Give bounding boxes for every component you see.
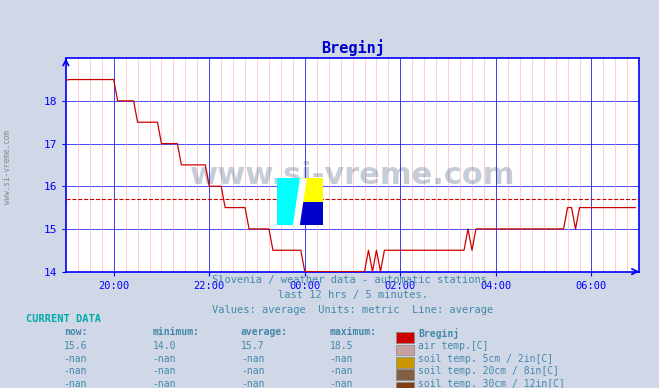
- Text: 14.0: 14.0: [152, 341, 176, 352]
- Text: 15.7: 15.7: [241, 341, 264, 352]
- FancyBboxPatch shape: [396, 382, 414, 388]
- Text: Breginj: Breginj: [418, 327, 459, 338]
- Text: -nan: -nan: [330, 366, 353, 376]
- Text: -nan: -nan: [64, 354, 87, 364]
- Text: minimum:: minimum:: [152, 327, 200, 338]
- Text: -nan: -nan: [241, 366, 264, 376]
- Text: -nan: -nan: [241, 379, 264, 388]
- Text: 18.5: 18.5: [330, 341, 353, 352]
- FancyBboxPatch shape: [396, 345, 414, 355]
- Text: -nan: -nan: [330, 354, 353, 364]
- Text: soil temp. 20cm / 8in[C]: soil temp. 20cm / 8in[C]: [418, 366, 559, 376]
- Text: -nan: -nan: [152, 379, 176, 388]
- Text: -nan: -nan: [241, 354, 264, 364]
- Bar: [277, 178, 300, 225]
- Text: -nan: -nan: [330, 379, 353, 388]
- Text: 15.6: 15.6: [64, 341, 87, 352]
- Polygon shape: [293, 178, 307, 225]
- Text: soil temp. 30cm / 12in[C]: soil temp. 30cm / 12in[C]: [418, 379, 565, 388]
- Bar: [300, 202, 323, 225]
- Text: www.si-vreme.com: www.si-vreme.com: [3, 130, 13, 204]
- Text: -nan: -nan: [152, 366, 176, 376]
- FancyBboxPatch shape: [396, 357, 414, 368]
- FancyBboxPatch shape: [396, 369, 414, 380]
- Text: air temp.[C]: air temp.[C]: [418, 341, 488, 352]
- Text: -nan: -nan: [64, 366, 87, 376]
- Text: -nan: -nan: [152, 354, 176, 364]
- Text: www.si-vreme.com: www.si-vreme.com: [190, 161, 515, 190]
- Title: Breginj: Breginj: [321, 39, 384, 55]
- Text: soil temp. 5cm / 2in[C]: soil temp. 5cm / 2in[C]: [418, 354, 553, 364]
- Text: maximum:: maximum:: [330, 327, 376, 338]
- Text: Values: average  Units: metric  Line: average: Values: average Units: metric Line: aver…: [212, 305, 493, 315]
- Text: average:: average:: [241, 327, 288, 338]
- Bar: [300, 178, 323, 202]
- Text: -nan: -nan: [64, 379, 87, 388]
- Text: last 12 hrs / 5 minutes.: last 12 hrs / 5 minutes.: [277, 290, 428, 300]
- Text: Slovenia / weather data - automatic stations.: Slovenia / weather data - automatic stat…: [212, 275, 493, 286]
- FancyBboxPatch shape: [396, 332, 414, 343]
- Text: CURRENT DATA: CURRENT DATA: [26, 314, 101, 324]
- Text: now:: now:: [64, 327, 87, 338]
